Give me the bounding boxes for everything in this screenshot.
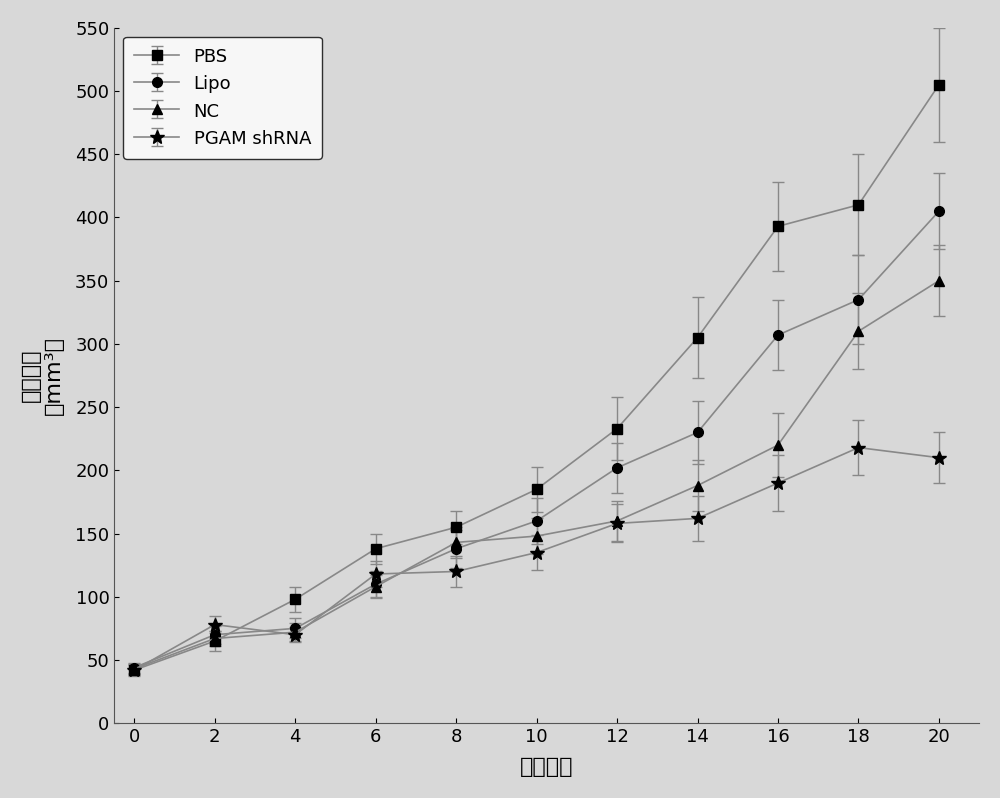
- Legend: PBS, Lipo, NC, PGAM shRNA: PBS, Lipo, NC, PGAM shRNA: [123, 37, 322, 159]
- Y-axis label: 肿瘾体积
（mm³）: 肿瘾体积 （mm³）: [21, 336, 64, 415]
- X-axis label: 治疗天数: 治疗天数: [520, 757, 573, 777]
